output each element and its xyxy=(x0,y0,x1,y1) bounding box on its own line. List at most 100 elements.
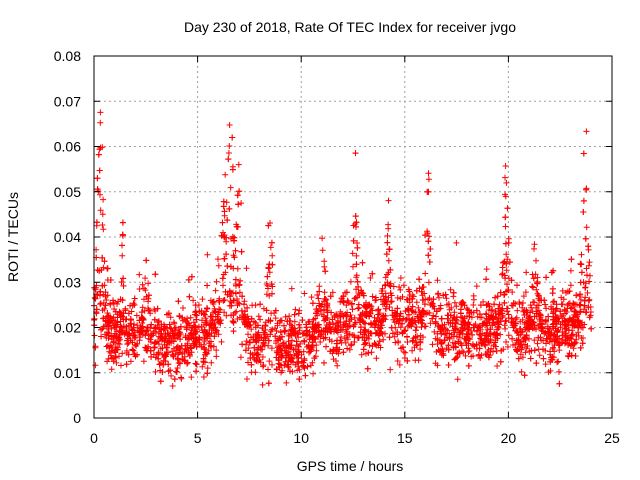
data-point xyxy=(302,372,309,379)
data-point xyxy=(147,325,154,331)
data-point xyxy=(549,345,556,352)
data-point xyxy=(316,302,323,309)
data-point xyxy=(369,270,376,277)
data-point xyxy=(278,353,285,360)
data-point xyxy=(483,276,490,283)
data-point xyxy=(212,308,219,315)
data-point xyxy=(397,295,404,302)
data-point xyxy=(151,344,158,351)
data-point xyxy=(520,293,527,300)
x-tick-label: 25 xyxy=(604,430,620,446)
data-point xyxy=(427,246,434,252)
data-point xyxy=(199,317,205,324)
data-point xyxy=(226,143,233,149)
data-point xyxy=(171,320,178,327)
data-point xyxy=(119,350,126,357)
data-point xyxy=(387,366,394,373)
data-point xyxy=(357,311,364,318)
data-point xyxy=(165,368,172,375)
data-point xyxy=(279,340,286,347)
data-point xyxy=(323,297,330,303)
data-point xyxy=(134,351,140,358)
data-point xyxy=(107,277,114,283)
data-point xyxy=(346,318,353,325)
data-point xyxy=(501,322,508,329)
data-point xyxy=(498,347,505,354)
data-point xyxy=(234,296,240,302)
data-point xyxy=(148,333,154,340)
y-tick-label: 0.07 xyxy=(54,93,81,109)
data-point xyxy=(245,359,251,366)
data-point xyxy=(452,340,458,347)
data-point xyxy=(485,354,492,361)
data-point xyxy=(577,261,584,268)
data-point xyxy=(126,322,132,329)
data-point xyxy=(127,358,134,365)
data-point xyxy=(486,339,493,346)
data-point xyxy=(322,334,329,341)
data-point xyxy=(259,354,266,360)
data-point xyxy=(163,344,170,351)
data-point xyxy=(174,355,181,362)
data-point xyxy=(254,351,261,357)
data-point xyxy=(204,282,211,289)
data-point xyxy=(501,292,507,298)
data-point xyxy=(113,321,120,328)
x-tick-label: 5 xyxy=(194,430,202,446)
data-point xyxy=(501,272,508,279)
data-point xyxy=(447,286,454,293)
data-point xyxy=(550,299,556,306)
data-point xyxy=(227,298,234,305)
data-point xyxy=(213,278,220,285)
data-point xyxy=(450,343,457,350)
data-point xyxy=(464,326,471,333)
data-point xyxy=(267,244,274,251)
data-point xyxy=(207,342,214,349)
data-point xyxy=(112,318,119,325)
data-point xyxy=(391,333,398,340)
data-point xyxy=(568,317,575,324)
data-point xyxy=(179,314,186,321)
data-point xyxy=(191,340,198,347)
data-point xyxy=(235,201,242,208)
data-point xyxy=(560,296,567,303)
data-point xyxy=(131,295,138,302)
data-point xyxy=(492,294,499,301)
data-point xyxy=(543,340,549,347)
data-point xyxy=(481,332,488,339)
data-point xyxy=(489,315,496,322)
data-point xyxy=(502,240,509,247)
data-point xyxy=(188,273,195,280)
data-point xyxy=(186,293,193,300)
data-point xyxy=(253,339,260,346)
data-point xyxy=(218,338,225,345)
data-point xyxy=(347,278,354,285)
data-point xyxy=(240,313,247,320)
data-point xyxy=(301,357,308,364)
data-point xyxy=(519,316,526,323)
data-point xyxy=(148,321,155,328)
data-point xyxy=(183,324,190,331)
data-point xyxy=(361,329,368,336)
data-point xyxy=(101,258,108,265)
data-point xyxy=(299,330,306,337)
data-point xyxy=(247,321,254,328)
data-point xyxy=(127,337,134,344)
data-point xyxy=(389,330,396,337)
data-point xyxy=(193,361,200,368)
data-point xyxy=(177,336,184,343)
data-point xyxy=(145,298,152,305)
data-point xyxy=(147,336,154,343)
data-point xyxy=(531,337,538,344)
data-point xyxy=(397,324,404,331)
data-point xyxy=(268,310,275,317)
data-point xyxy=(493,319,500,326)
data-point xyxy=(434,277,441,284)
data-point xyxy=(192,302,199,309)
data-point xyxy=(322,268,329,275)
data-point xyxy=(214,313,221,320)
data-point xyxy=(465,348,472,355)
data-point xyxy=(263,291,270,298)
data-point xyxy=(152,271,159,278)
data-point xyxy=(545,325,551,332)
